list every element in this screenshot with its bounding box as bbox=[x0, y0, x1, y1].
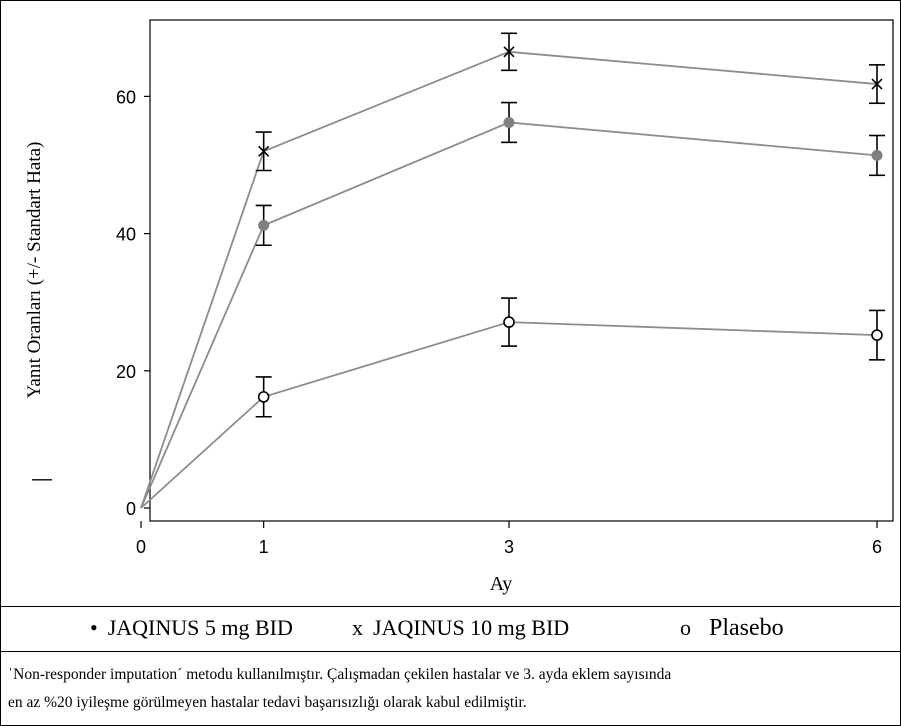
error-bars bbox=[255, 32, 885, 418]
data-point bbox=[503, 316, 515, 328]
footnote-separator bbox=[1, 651, 900, 652]
filled-circle-icon: • bbox=[90, 615, 98, 640]
chart: 0 20 40 60 0 1 3 6 Ay Yanıt Oranları (+/- Stand… bbox=[24, 19, 894, 595]
legend-label: JAQINUS 10 mg BID bbox=[373, 615, 570, 640]
data-point bbox=[257, 391, 270, 403]
data-point bbox=[871, 329, 883, 341]
x-marker-stroke bbox=[503, 46, 515, 58]
series-line-1 bbox=[140, 50, 878, 509]
y-tick-label: 20 bbox=[116, 362, 136, 382]
plot-area bbox=[149, 19, 894, 522]
footnote-line-2: en az %20 iyileşme görülmeyen hastalar t… bbox=[8, 694, 527, 711]
y-tick-label: 60 bbox=[116, 87, 136, 107]
x-tick-label: 0 bbox=[136, 537, 146, 557]
legend-label: Plasebo bbox=[709, 615, 784, 641]
series-line-0 bbox=[140, 121, 878, 509]
axes: 0 20 40 60 0 1 3 6 bbox=[116, 87, 882, 557]
open-circle-icon: o bbox=[680, 615, 691, 640]
legend-item-plasebo: o Plasebo bbox=[680, 615, 784, 642]
series-lines bbox=[140, 50, 878, 509]
y-axis-label: Yanıt Oranları (+/- Standart Hata) bbox=[24, 142, 45, 399]
data-point bbox=[258, 219, 270, 231]
x-axis-label: Ay bbox=[490, 573, 513, 595]
x-marker-stroke bbox=[258, 145, 270, 157]
data-point bbox=[258, 145, 270, 157]
footnote: ˈNon-responder imputationˊ metodu kullan… bbox=[8, 661, 893, 717]
legend-item-5mg: • JAQINUS 5 mg BID bbox=[90, 615, 293, 641]
x-mark-icon: x bbox=[352, 615, 363, 640]
series-line-2 bbox=[140, 321, 878, 509]
legend-item-10mg: x JAQINUS 10 mg BID bbox=[352, 615, 569, 641]
data-point bbox=[503, 116, 515, 128]
y-tick-label: 40 bbox=[116, 225, 136, 245]
x-marker-stroke bbox=[871, 78, 883, 90]
data-point bbox=[871, 78, 883, 90]
x-tick-label: 3 bbox=[504, 537, 514, 557]
legend-separator bbox=[1, 606, 900, 607]
footnote-line-1: ˈNon-responder imputationˊ metodu kullan… bbox=[8, 666, 672, 683]
legend-label: JAQINUS 5 mg BID bbox=[107, 615, 293, 640]
x-tick-label: 1 bbox=[259, 537, 269, 557]
data-point bbox=[871, 149, 883, 161]
legend: • JAQINUS 5 mg BID x JAQINUS 10 mg BID o Pl… bbox=[0, 615, 901, 649]
data-point bbox=[503, 46, 515, 58]
y-tick-label: 0 bbox=[126, 499, 136, 519]
x-tick-label: 6 bbox=[872, 537, 882, 557]
series-markers bbox=[257, 46, 883, 403]
stray-mark: — bbox=[32, 468, 52, 490]
